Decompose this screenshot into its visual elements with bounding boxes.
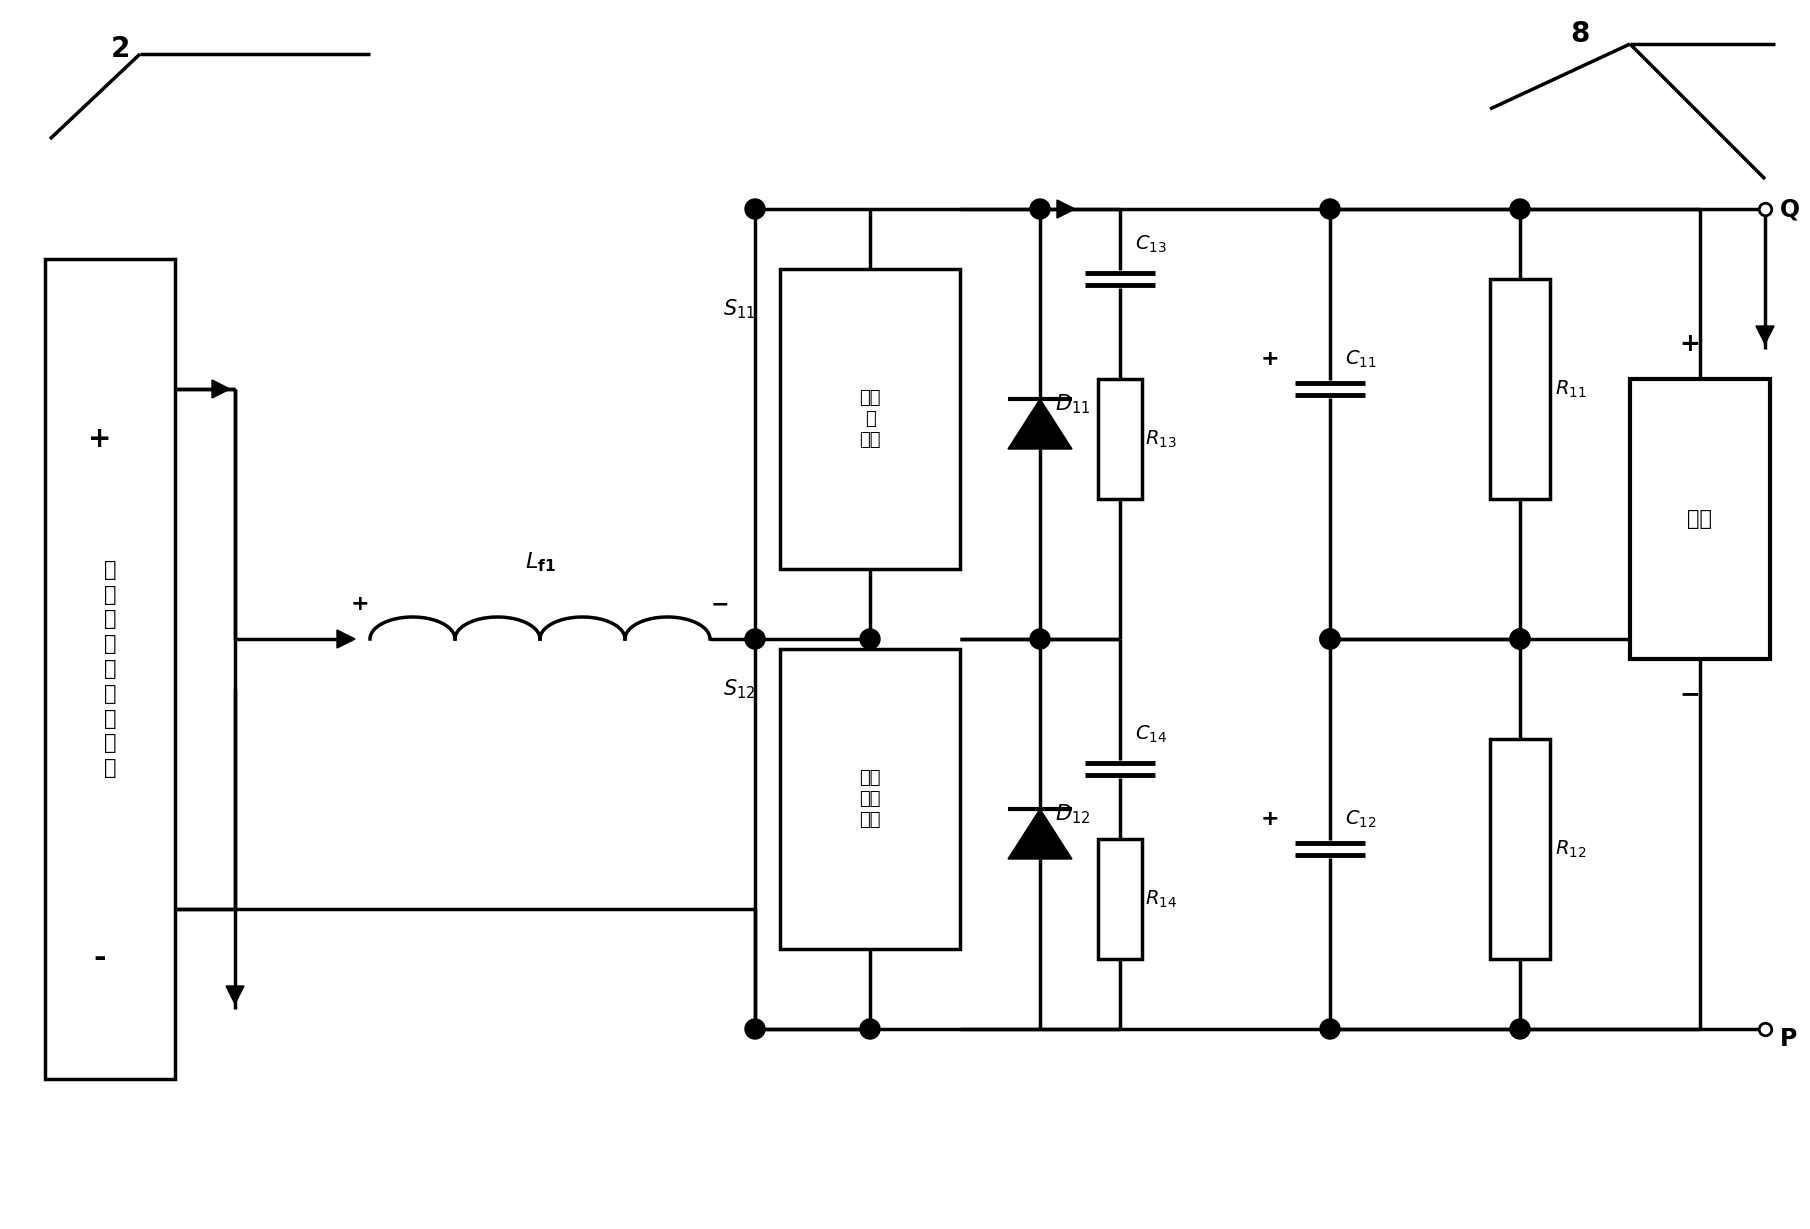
Polygon shape [1057, 200, 1075, 218]
Circle shape [1319, 1019, 1339, 1039]
Text: 2: 2 [110, 34, 130, 63]
Bar [1099, 839, 1142, 959]
Text: $C_{14}$: $C_{14}$ [1135, 724, 1167, 745]
Circle shape [1510, 629, 1529, 649]
Text: +: + [351, 594, 369, 614]
Text: $C_{13}$: $C_{13}$ [1135, 234, 1167, 254]
Text: Q: Q [1779, 197, 1801, 221]
Bar [1099, 379, 1142, 499]
Bar [780, 269, 959, 569]
Text: $D_{12}$: $D_{12}$ [1055, 803, 1090, 826]
Text: 带
副
边
的
平
衡
电
抗
器: 带 副 边 的 平 衡 电 抗 器 [103, 559, 116, 778]
Text: 8: 8 [1571, 20, 1589, 48]
Bar [1490, 739, 1549, 959]
Polygon shape [212, 380, 230, 398]
Text: −: − [711, 594, 729, 614]
Polygon shape [337, 630, 355, 648]
Text: $R_{13}$: $R_{13}$ [1146, 429, 1176, 450]
Text: P: P [1779, 1027, 1797, 1051]
Circle shape [860, 629, 880, 649]
Polygon shape [226, 986, 244, 1004]
Circle shape [1319, 629, 1339, 649]
Text: 负载: 负载 [1687, 509, 1712, 528]
Text: +: + [1262, 809, 1280, 830]
Circle shape [1319, 629, 1339, 649]
Circle shape [1510, 199, 1529, 219]
Polygon shape [1008, 809, 1072, 859]
Circle shape [1510, 629, 1529, 649]
Text: -: - [94, 945, 107, 973]
Bar [45, 259, 176, 1079]
Text: $C_{11}$: $C_{11}$ [1345, 348, 1377, 370]
Text: 第一
二开
关管: 第一 二开 关管 [860, 769, 881, 828]
Text: 第一
开
关管: 第一 开 关管 [860, 390, 881, 449]
Text: −: − [1680, 682, 1701, 705]
Circle shape [746, 1019, 766, 1039]
Polygon shape [1756, 326, 1774, 344]
Text: $S_{12}$: $S_{12}$ [722, 677, 755, 701]
Text: $D_{11}$: $D_{11}$ [1055, 392, 1090, 415]
Circle shape [746, 199, 766, 219]
Bar [1490, 279, 1549, 499]
Text: $R_{11}$: $R_{11}$ [1555, 379, 1587, 399]
Polygon shape [1008, 399, 1072, 449]
Text: +: + [1680, 332, 1700, 356]
Bar [780, 649, 959, 949]
Text: +: + [89, 425, 112, 454]
Circle shape [860, 1019, 880, 1039]
Circle shape [1319, 199, 1339, 219]
Circle shape [1510, 1019, 1529, 1039]
Text: $R_{14}$: $R_{14}$ [1146, 889, 1176, 909]
Text: $C_{12}$: $C_{12}$ [1345, 809, 1377, 830]
Text: $R_{12}$: $R_{12}$ [1555, 838, 1587, 859]
Circle shape [1030, 629, 1050, 649]
Bar [1631, 379, 1770, 659]
Text: $L_{\mathbf{f1}}$: $L_{\mathbf{f1}}$ [525, 551, 556, 574]
Circle shape [1030, 199, 1050, 219]
Circle shape [746, 629, 766, 649]
Text: $S_{11}$: $S_{11}$ [722, 297, 755, 321]
Text: +: + [1262, 349, 1280, 369]
